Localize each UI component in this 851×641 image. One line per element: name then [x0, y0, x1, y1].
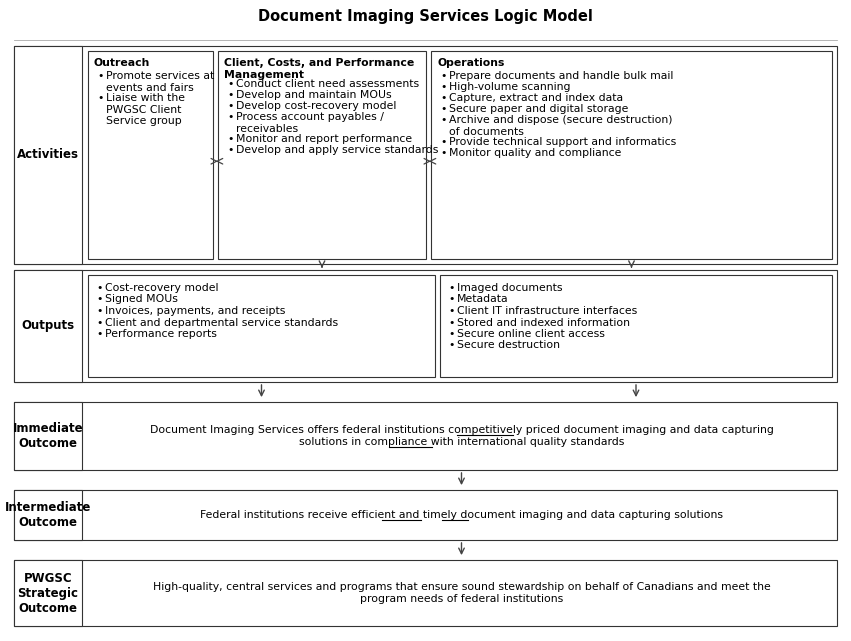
Text: •: •	[440, 137, 447, 147]
Bar	[14, 560, 82, 626]
Text: Secure online client access: Secure online client access	[457, 329, 605, 339]
Text: PWGSC
Strategic
Outcome: PWGSC Strategic Outcome	[18, 572, 78, 615]
Text: Intermediate
Outcome: Intermediate Outcome	[5, 501, 91, 529]
Text: •: •	[96, 317, 102, 328]
Text: program needs of federal institutions: program needs of federal institutions	[360, 594, 563, 604]
Text: Secure paper and digital storage: Secure paper and digital storage	[449, 104, 628, 114]
Text: •: •	[96, 283, 102, 293]
Text: Promote services at
events and fairs: Promote services at events and fairs	[106, 71, 214, 92]
Text: •: •	[96, 294, 102, 304]
Text: •: •	[448, 306, 454, 316]
Text: •: •	[448, 340, 454, 351]
Text: Stored and indexed information: Stored and indexed information	[457, 317, 630, 328]
Text: Client and departmental service standards: Client and departmental service standard…	[105, 317, 338, 328]
Bar	[440, 275, 832, 377]
Text: Performance reports: Performance reports	[105, 329, 217, 339]
Text: Immediate
Outcome: Immediate Outcome	[13, 422, 83, 450]
Text: Outputs: Outputs	[21, 319, 75, 333]
Text: Client IT infrastructure interfaces: Client IT infrastructure interfaces	[457, 306, 637, 316]
Text: •: •	[440, 104, 447, 114]
Text: Prepare documents and handle bulk mail: Prepare documents and handle bulk mail	[449, 71, 673, 81]
Text: Liaise with the
PWGSC Client
Service group: Liaise with the PWGSC Client Service gro…	[106, 93, 185, 126]
Text: •: •	[440, 93, 447, 103]
Text: Develop cost-recovery model: Develop cost-recovery model	[236, 101, 397, 111]
Text: Conduct client need assessments: Conduct client need assessments	[236, 79, 420, 89]
Text: Signed MOUs: Signed MOUs	[105, 294, 178, 304]
Text: •: •	[448, 294, 454, 304]
Text: •: •	[448, 317, 454, 328]
Text: Cost-recovery model: Cost-recovery model	[105, 283, 219, 293]
Text: Capture, extract and index data: Capture, extract and index data	[449, 93, 623, 103]
Text: Invoices, payments, and receipts: Invoices, payments, and receipts	[105, 306, 285, 316]
Text: Client, Costs, and Performance
Management: Client, Costs, and Performance Managemen…	[224, 58, 414, 79]
Text: •: •	[440, 148, 447, 158]
Text: Federal institutions receive efficient and timely document imaging and data capt: Federal institutions receive efficient a…	[200, 510, 723, 520]
Bar	[88, 51, 213, 259]
Text: Imaged documents: Imaged documents	[457, 283, 563, 293]
Bar	[218, 51, 426, 259]
Text: Operations: Operations	[437, 58, 505, 68]
Bar	[431, 51, 832, 259]
Text: •: •	[227, 101, 233, 111]
Text: High-volume scanning: High-volume scanning	[449, 82, 570, 92]
Text: Outreach: Outreach	[94, 58, 151, 68]
Text: •: •	[440, 71, 447, 81]
Text: Metadata: Metadata	[457, 294, 509, 304]
Bar	[14, 402, 82, 470]
Text: High-quality, central services and programs that ensure sound stewardship on beh: High-quality, central services and progr…	[152, 582, 770, 592]
Text: Monitor and report performance: Monitor and report performance	[236, 134, 412, 144]
Text: Document Imaging Services offers federal institutions competitively priced docum: Document Imaging Services offers federal…	[150, 425, 774, 435]
Text: •: •	[96, 306, 102, 316]
Bar	[14, 46, 82, 264]
Text: •: •	[448, 283, 454, 293]
Text: Develop and maintain MOUs: Develop and maintain MOUs	[236, 90, 391, 100]
Text: Monitor quality and compliance: Monitor quality and compliance	[449, 148, 621, 158]
Text: •: •	[227, 112, 233, 122]
Text: •: •	[227, 90, 233, 100]
Text: •: •	[440, 115, 447, 125]
Bar	[14, 490, 82, 540]
Bar	[14, 270, 837, 382]
Text: Secure destruction: Secure destruction	[457, 340, 560, 351]
Text: •: •	[227, 134, 233, 144]
Bar	[14, 46, 837, 264]
Text: Develop and apply service standards: Develop and apply service standards	[236, 145, 438, 155]
Text: •: •	[97, 93, 103, 103]
Bar	[88, 275, 435, 377]
Text: •: •	[96, 329, 102, 339]
Text: •: •	[440, 82, 447, 92]
Text: Document Imaging Services Logic Model: Document Imaging Services Logic Model	[258, 10, 593, 24]
Bar	[14, 560, 837, 626]
Text: solutions in compliance with international quality standards: solutions in compliance with internation…	[299, 437, 624, 447]
Text: •: •	[448, 329, 454, 339]
Text: •: •	[227, 145, 233, 155]
Text: Activities: Activities	[17, 149, 79, 162]
Bar	[14, 402, 837, 470]
Text: Process account payables /
receivables: Process account payables / receivables	[236, 112, 384, 133]
Text: •: •	[227, 79, 233, 89]
Text: Provide technical support and informatics: Provide technical support and informatic…	[449, 137, 677, 147]
Text: •: •	[97, 71, 103, 81]
Bar	[14, 270, 82, 382]
Bar	[14, 490, 837, 540]
Text: Archive and dispose (secure destruction)
of documents: Archive and dispose (secure destruction)…	[449, 115, 672, 137]
